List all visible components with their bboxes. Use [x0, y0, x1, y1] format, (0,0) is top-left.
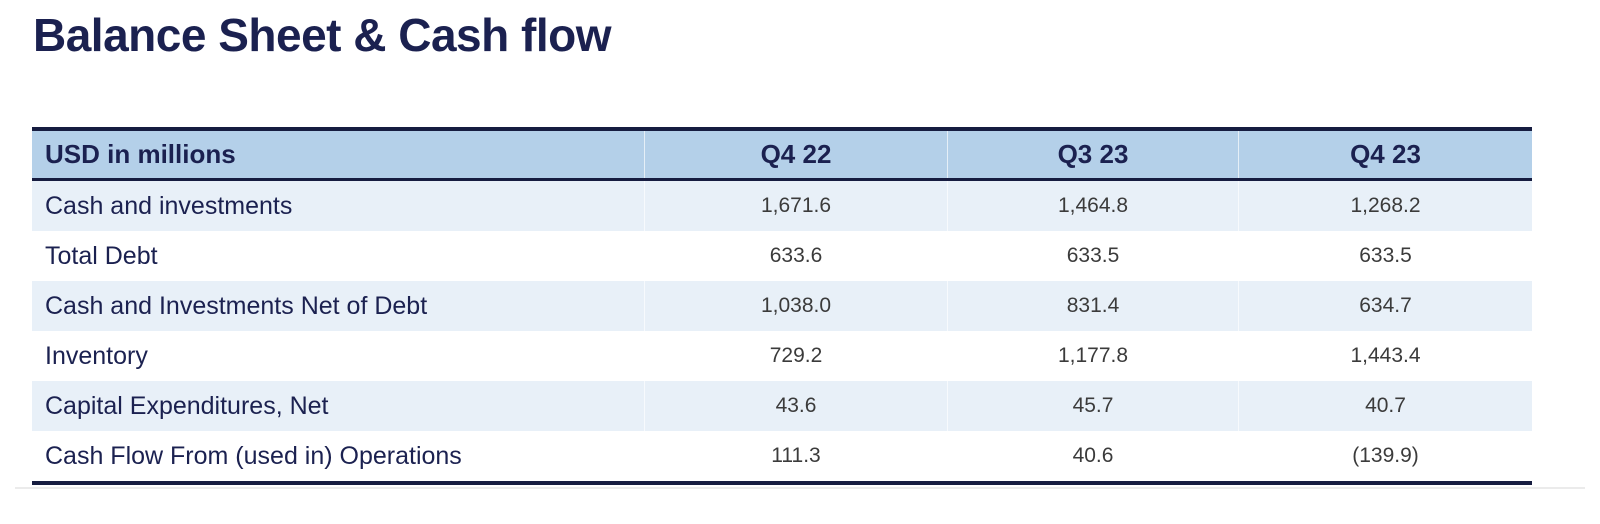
table-row: Inventory 729.2 1,177.8 1,443.4 — [32, 331, 1532, 381]
table-row: Cash and investments 1,671.6 1,464.8 1,2… — [32, 181, 1532, 231]
row-label: Inventory — [45, 341, 148, 370]
cell-value: 45.7 — [1072, 394, 1114, 417]
table-row: Cash and Investments Net of Debt 1,038.0… — [32, 281, 1532, 331]
cell-value: 111.3 — [771, 444, 821, 467]
table-row: Capital Expenditures, Net 43.6 45.7 40.7 — [32, 381, 1532, 431]
cell-value: 831.4 — [1066, 294, 1120, 317]
bottom-divider — [15, 487, 1585, 489]
cell-value: 40.7 — [1365, 394, 1406, 417]
cell-value: 633.5 — [1066, 244, 1120, 267]
row-label: Cash and Investments Net of Debt — [45, 291, 428, 320]
row-label: Cash Flow From (used in) Operations — [45, 441, 462, 470]
table-row: Total Debt 633.6 633.5 633.5 — [32, 231, 1532, 281]
cell-value: (139.9) — [1352, 444, 1419, 467]
header-col-q4-23: Q4 23 — [1238, 131, 1532, 178]
cell-value: 1,177.8 — [1057, 344, 1129, 367]
cell-value: 729.2 — [769, 344, 823, 367]
row-label: Total Debt — [45, 241, 158, 270]
cell-value: 1,268.2 — [1350, 194, 1421, 217]
header-col-q4-22: Q4 22 — [644, 131, 947, 178]
balance-sheet-table: USD in millions Q4 22 Q3 23 Q4 23 Cash a… — [32, 127, 1532, 485]
cell-value: 1,038.0 — [760, 294, 832, 317]
page-title: Balance Sheet & Cash flow — [33, 9, 612, 61]
cell-value: 1,671.6 — [760, 194, 832, 217]
table-header-row: USD in millions Q4 22 Q3 23 Q4 23 — [32, 131, 1532, 181]
cell-value: 40.6 — [1072, 444, 1114, 467]
row-label: Capital Expenditures, Net — [45, 391, 329, 420]
cell-value: 634.7 — [1359, 294, 1412, 317]
cell-value: 633.5 — [1359, 244, 1412, 267]
table-row: Cash Flow From (used in) Operations 111.… — [32, 431, 1532, 481]
cell-value: 1,443.4 — [1350, 344, 1421, 367]
cell-value: 43.6 — [775, 394, 817, 417]
header-unit-label: USD in millions — [45, 139, 236, 169]
cell-value: 633.6 — [769, 244, 823, 267]
cell-value: 1,464.8 — [1057, 194, 1129, 217]
row-label: Cash and investments — [45, 191, 293, 220]
header-col-q3-23: Q3 23 — [947, 131, 1238, 178]
